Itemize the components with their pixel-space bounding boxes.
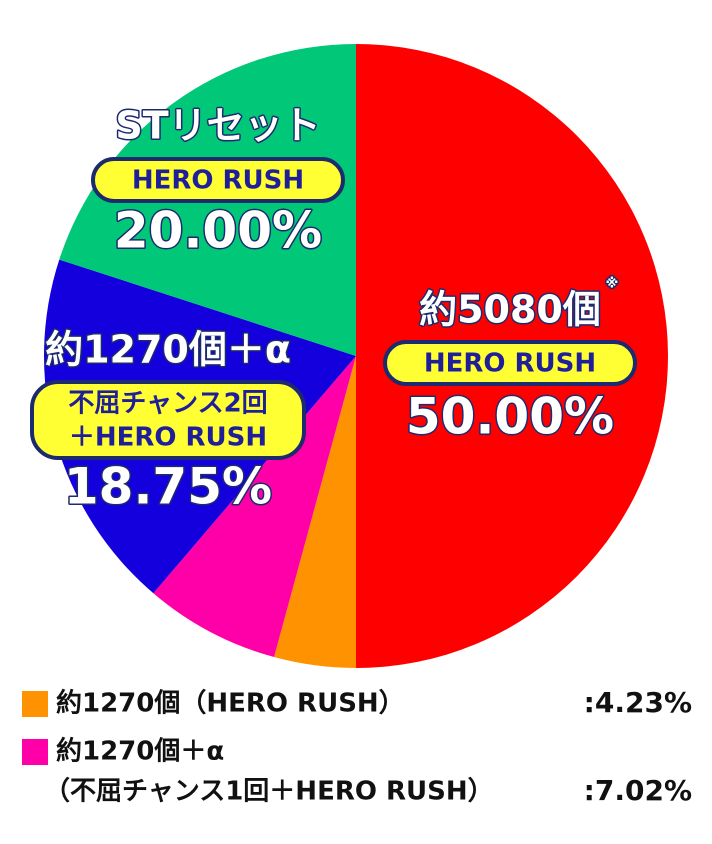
badge-text: 不屈チャンス2回 [68, 389, 267, 419]
legend-value: :7.02% [584, 774, 692, 807]
badge-text: HERO RUSH [132, 166, 304, 196]
legend-value: :4.23% [584, 686, 692, 719]
legend-label: 約1270個＋α [56, 736, 224, 767]
slice-value-label: 50.00% [406, 388, 614, 446]
legend-label: （不屈チャンス1回＋HERO RUSH） [44, 777, 494, 807]
slice-value-label: 18.75% [64, 458, 272, 516]
legend-label: 約1270個（HERO RUSH） [56, 688, 405, 719]
slice-title: 約1270個＋α [45, 328, 291, 372]
badge [383, 340, 637, 386]
legend-swatch [22, 691, 48, 717]
slice-title: STリセット [115, 104, 320, 148]
slice-value-label: 20.00% [114, 202, 322, 260]
pie-slice [274, 356, 356, 668]
badge [91, 157, 345, 203]
slice-note: ※ [606, 277, 619, 292]
legend-swatch [22, 739, 48, 765]
badge-text: ＋HERO RUSH [69, 423, 267, 453]
slice-title: 約5080個 [419, 288, 601, 332]
badge-text: HERO RUSH [424, 349, 596, 379]
badge [30, 380, 306, 460]
